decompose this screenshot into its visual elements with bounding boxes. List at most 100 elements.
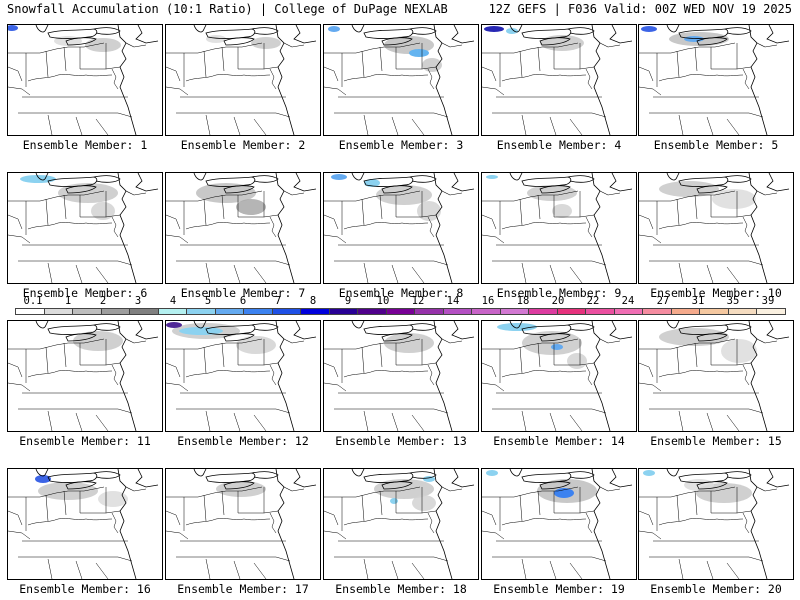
snow-shading [659,181,719,197]
state-boundaries [166,25,317,135]
colorbar-swatch [271,308,302,315]
snowfall-map [482,469,633,579]
snowfall-map [324,25,475,135]
snowfall-map [482,25,633,135]
heavy-snow-shading [643,470,655,476]
ensemble-member-label: Ensemble Member: 16 [19,582,151,596]
heavy-snow-shading [486,470,498,476]
snowfall-map [166,469,317,579]
snow-shading [417,201,441,221]
colorbar-tick-label: 27 [656,295,670,307]
ensemble-map-panel [638,320,794,432]
colorbar-swatch [72,308,102,315]
colorbar-tick-label: 12 [411,295,425,307]
ensemble-member-label: Ensemble Member: 19 [493,582,625,596]
snow-shading [236,336,276,354]
colorbar-tick-label: 35 [726,295,740,307]
heavy-snow-shading [641,26,657,32]
ensemble-map-panel [165,468,321,580]
ensemble-map-panel [165,320,321,432]
colorbar-tick-label: 18 [516,295,530,307]
colorbar-swatch [243,308,273,315]
snowfall-map [8,321,159,431]
colorbar-swatch [43,308,74,315]
snowfall-map [482,321,633,431]
heavy-snow-shading [390,498,398,504]
ensemble-map-panel [323,468,479,580]
colorbar-swatch [642,308,672,315]
ensemble-member-label: Ensemble Member: 8 [338,286,464,300]
colorbar-swatch [528,308,558,315]
ensemble-member-label: Ensemble Member: 18 [335,582,467,596]
colorbar-tick-label: 4 [169,295,177,307]
heavy-snow-shading [331,174,347,180]
ensemble-map-panel [481,468,637,580]
snowfall-map [639,173,790,283]
heavy-snow-shading [497,323,537,331]
colorbar-tick-label: 5 [204,295,212,307]
heavy-snow-shading [551,344,563,350]
snow-shading [422,58,442,72]
ensemble-map-panel [323,24,479,136]
snow-shading [384,333,434,353]
colorbar-tick-label: 16 [481,295,495,307]
colorbar-tick-label: 8 [309,295,317,307]
heavy-snow-shading [8,25,18,31]
snow-shading [85,38,121,52]
colorbar-swatch [15,308,45,315]
colorbar-swatch [499,308,530,315]
colorbar-swatch [585,308,615,315]
colorbar-swatch [129,308,159,315]
snow-shading [98,491,128,507]
snow-shading [712,189,756,209]
colorbar-swatch [186,308,216,315]
snowfall-map [8,25,159,135]
colorbar-tick-label: 0.1 [23,295,43,307]
colorbar-tick-label: 24 [621,295,635,307]
snow-shading [374,479,434,499]
heavy-snow-shading [179,327,223,335]
ensemble-map-panel [638,24,794,136]
snow-shading [91,202,115,220]
colorbar-swatch [328,308,359,315]
colorbar-swatch [385,308,416,315]
snowfall-map [639,469,790,579]
colorbar-swatch [357,308,387,315]
ensemble-map-panel [481,172,637,284]
snowfall-map [324,321,475,431]
ensemble-map-panel [165,172,321,284]
snow-shading [251,37,281,49]
ensemble-map-panel [323,320,479,432]
ensemble-map-panel [7,468,163,580]
ensemble-map-panel [638,172,794,284]
heavy-snow-shading [486,175,498,179]
snowfall-map [166,25,317,135]
ensemble-member-label: Ensemble Member: 2 [180,138,306,152]
ensemble-member-label: Ensemble Member: 13 [335,434,467,448]
snowfall-colorbar: 0.1 1 2 3 4 5 6 7 8 9 10 12 14 16 18 20 22 24 27 31 35 39 [15,295,786,320]
ensemble-member-label: Ensemble Member: 12 [177,434,309,448]
colorbar-tick-label: 1 [64,295,72,307]
ensemble-member-label: Ensemble Member: 20 [650,582,782,596]
colorbar-tick-label: 7 [274,295,282,307]
heavy-snow-shading [484,26,504,32]
snow-shading [73,331,123,351]
colorbar-swatch [756,308,786,315]
heavy-snow-shading [554,488,574,498]
snowfall-map [324,173,475,283]
snow-shading [412,495,436,511]
colorbar-tick-label: 6 [239,295,247,307]
snow-shading [206,35,226,43]
ensemble-map-panel [7,24,163,136]
header-left-title: Snowfall Accumulation (10:1 Ratio) | Col… [7,2,448,16]
snow-shading [236,199,266,215]
ensemble-map-panel [323,172,479,284]
snow-shading [552,204,572,218]
colorbar-tick-label: 14 [446,295,460,307]
heavy-snow-shading [20,175,56,183]
ensemble-member-label: Ensemble Member: 15 [650,434,782,448]
snowfall-map [324,469,475,579]
colorbar-swatch [613,308,644,315]
state-boundaries [8,25,159,135]
ensemble-map-panel [481,24,637,136]
